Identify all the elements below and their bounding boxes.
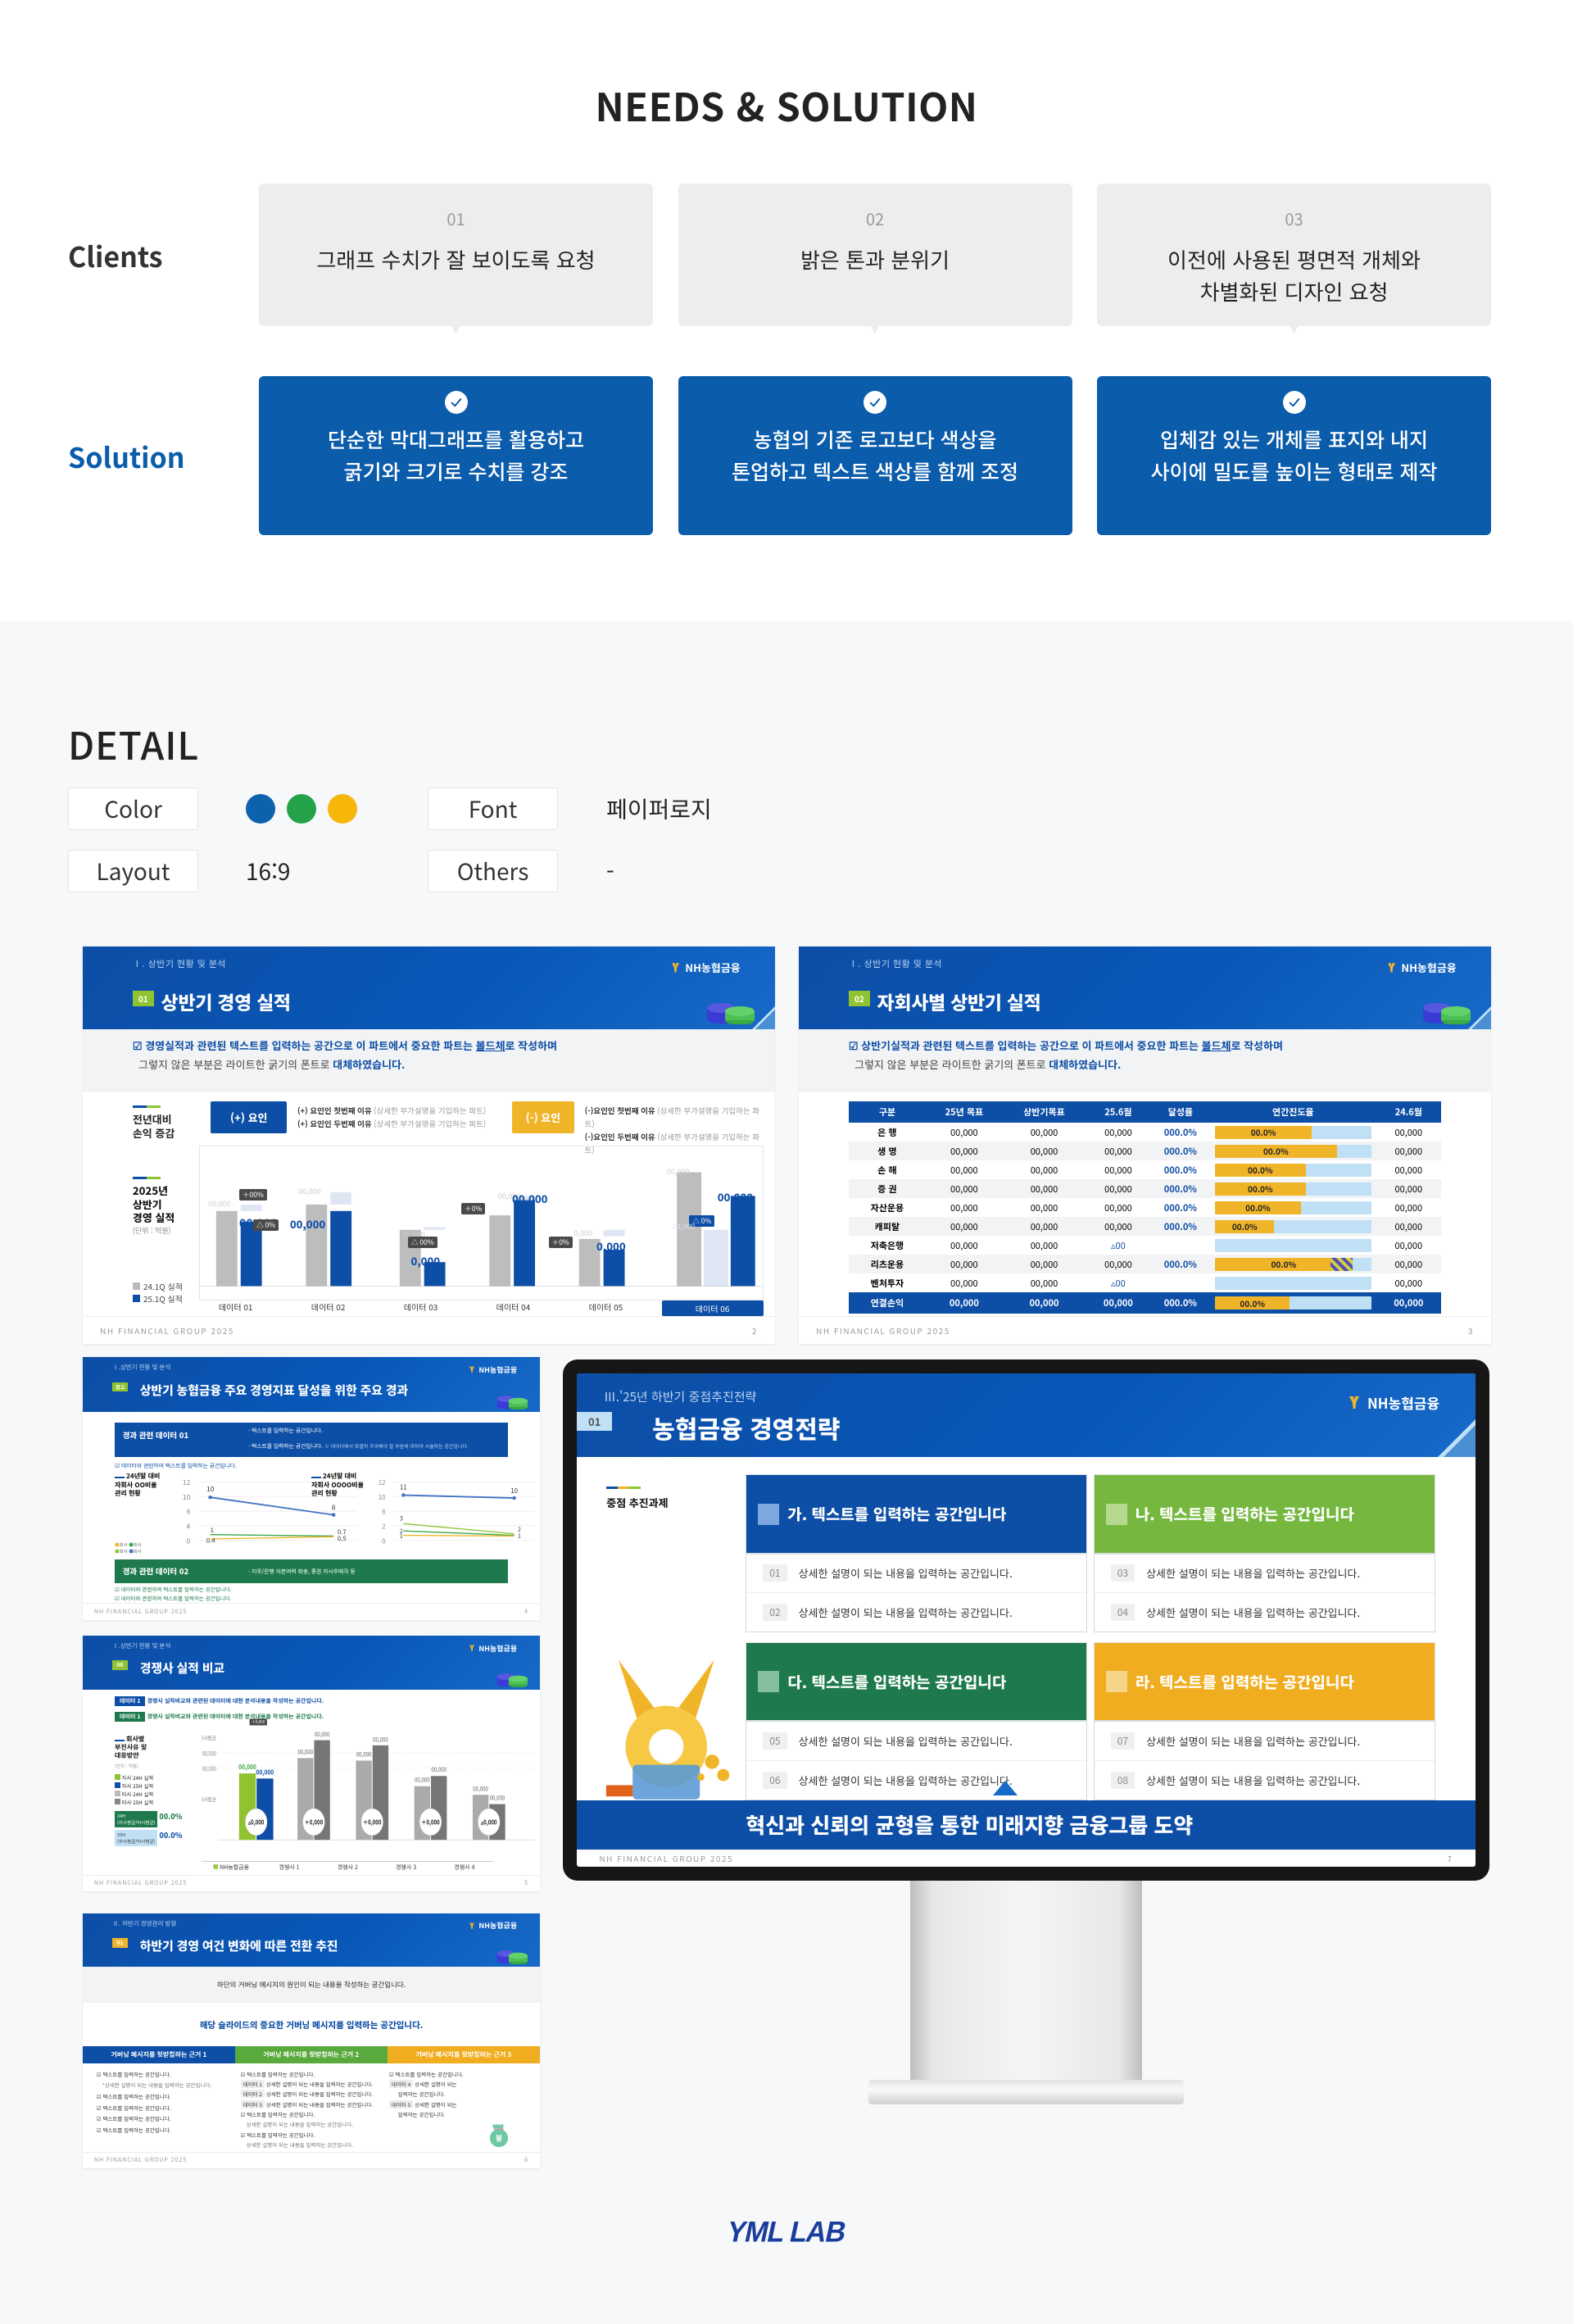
svg-text:00,000: 00,000 xyxy=(238,1763,256,1773)
svg-text:6: 6 xyxy=(382,1507,386,1516)
svg-text:0: 0 xyxy=(382,1536,386,1544)
svg-text:25H타사평균: 25H타사평균 xyxy=(202,1734,216,1742)
svg-text:10: 10 xyxy=(510,1486,518,1495)
svg-text:12: 12 xyxy=(378,1478,385,1487)
svg-text:₩: ₩ xyxy=(495,2131,501,2145)
svg-text:00,000: 00,000 xyxy=(256,1768,274,1777)
svg-text:10: 10 xyxy=(206,1484,214,1493)
svg-text:▵0,000: ▵0,000 xyxy=(247,1818,264,1827)
svg-text:00,000: 00,000 xyxy=(373,1735,388,1744)
svg-text:00,000: 00,000 xyxy=(298,1747,314,1756)
svg-text:0.4: 0.4 xyxy=(206,1536,215,1543)
svg-text:00,000: 00,000 xyxy=(315,1730,330,1739)
svg-text:0.5: 0.5 xyxy=(338,1534,347,1543)
svg-text:1: 1 xyxy=(518,1532,521,1541)
svg-text:00,000: 00,000 xyxy=(202,1765,217,1773)
svg-text:00,000: 00,000 xyxy=(415,1775,430,1784)
svg-text:＋0,000: ＋0,000 xyxy=(421,1818,440,1827)
svg-text:10: 10 xyxy=(182,1492,190,1501)
svg-text:4: 4 xyxy=(186,1522,190,1531)
svg-text:3: 3 xyxy=(399,1514,402,1523)
svg-text:1: 1 xyxy=(210,1526,213,1535)
svg-text:24H타사평균: 24H타사평균 xyxy=(202,1795,216,1804)
svg-text:＋0,000: ＋0,000 xyxy=(363,1818,382,1827)
svg-text:＋0,000: ＋0,000 xyxy=(305,1818,324,1827)
svg-text:8: 8 xyxy=(186,1507,190,1516)
svg-text:11: 11 xyxy=(399,1482,406,1491)
svg-text:＋0,000: ＋0,000 xyxy=(252,1719,265,1726)
svg-text:00,000: 00,000 xyxy=(202,1750,217,1758)
svg-text:▵0,000: ▵0,000 xyxy=(480,1818,496,1827)
svg-text:00,000: 00,000 xyxy=(431,1765,447,1774)
svg-text:00,000: 00,000 xyxy=(356,1750,372,1759)
svg-text:00,000: 00,000 xyxy=(490,1793,505,1802)
svg-text:00,000: 00,000 xyxy=(473,1784,488,1793)
svg-text:2: 2 xyxy=(382,1522,386,1531)
svg-text:12: 12 xyxy=(182,1478,190,1487)
svg-text:0: 0 xyxy=(186,1536,190,1544)
svg-text:8: 8 xyxy=(331,1502,335,1511)
svg-text:1: 1 xyxy=(399,1532,402,1541)
svg-text:10: 10 xyxy=(378,1492,385,1501)
